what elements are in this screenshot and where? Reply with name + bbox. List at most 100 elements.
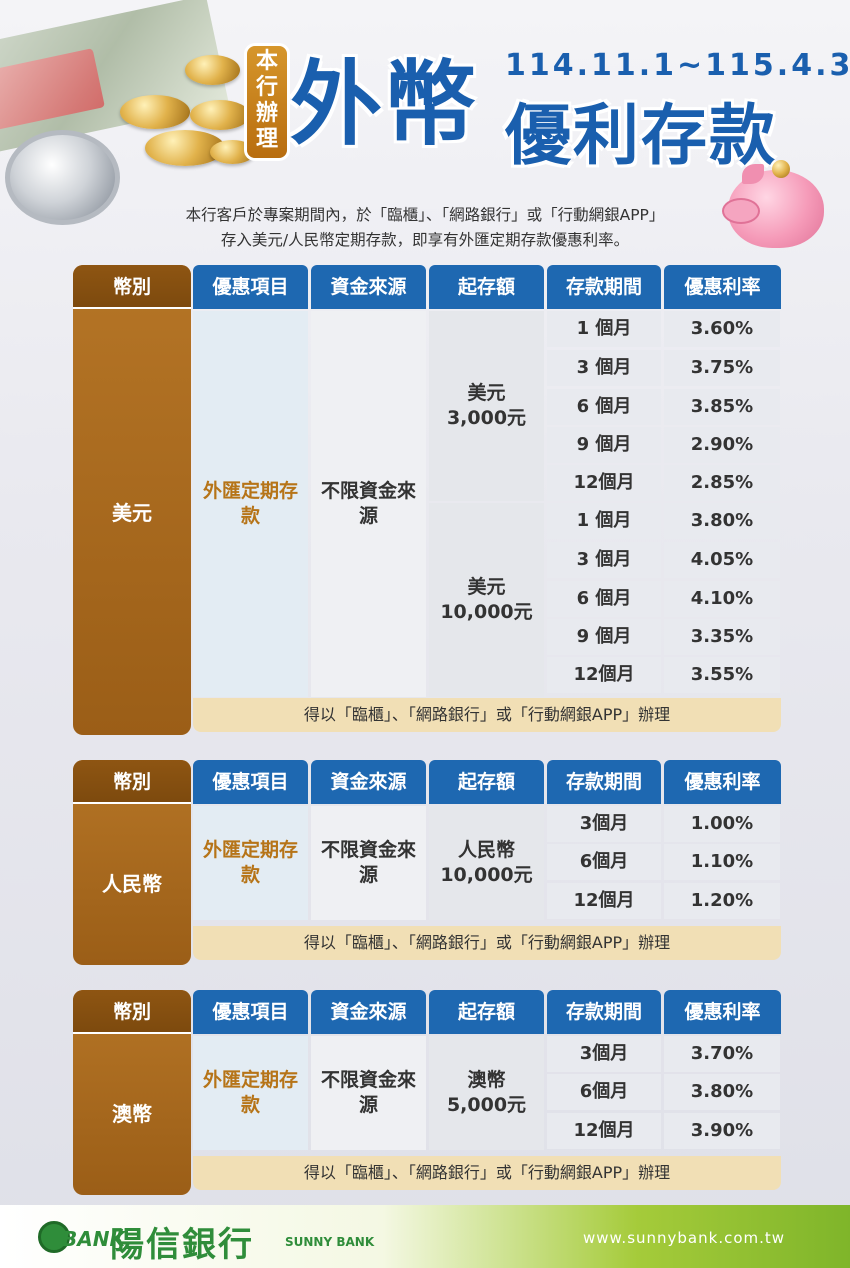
table-row: 1 個月 3.80% [547,503,780,539]
term-cell: 9 個月 [547,619,661,655]
table-row: 9 個月 3.35% [547,619,780,655]
title-sub: 優利存款 [505,97,777,174]
min-amount-value: 10,000元 [440,601,533,623]
table-row: 6個月 1.10% [547,844,780,880]
rate-cell: 3.80% [664,503,780,539]
rate-cell: 1.10% [664,844,780,880]
header-term: 存款期間 [547,990,661,1034]
intro-line-1: 本行客戶於專案期間內，於「臨櫃」、「網路銀行」或「行動網銀APP」 [185,206,665,224]
table-row: 12個月 2.85% [547,465,780,501]
rate-cell: 2.85% [664,465,780,501]
header-rate: 優惠利率 [664,265,781,309]
term-cell: 12個月 [547,657,661,693]
source-cell: 不限資金來源 [311,806,426,920]
table-row: 3個月 3.70% [547,1036,780,1072]
currency-header: 幣別 [73,990,191,1034]
piggy-bank-icon [718,160,830,256]
header-term: 存款期間 [547,760,661,804]
table-row: 12個月 3.55% [547,657,780,693]
header-min-amount: 起存額 [429,990,544,1034]
badge-text: 本行辦理 [255,49,278,152]
min-amount-label: 澳幣 [467,1069,506,1091]
bank-name-en: SUNNY BANK [285,1235,375,1249]
product-cell: 外匯定期存款 [193,311,308,697]
product-text: 外匯定期存款 [202,839,298,886]
rate-cell: 3.90% [664,1113,780,1149]
rate-cell: 3.60% [664,311,780,347]
coin-icon [185,55,240,85]
table-row: 12個月 3.90% [547,1113,780,1149]
website-link[interactable]: www.sunnybank.com.tw [583,1229,786,1247]
coin-icon [190,100,250,130]
table-row: 3個月 1.00% [547,806,780,842]
min-amount-label: 人民幣 [457,839,515,861]
rate-cell: 3.35% [664,619,780,655]
min-amount-label: 美元 [467,576,506,598]
title-main: 外幣 [290,51,479,158]
header-product: 優惠項目 [193,760,308,804]
currency-name: 澳幣 [112,1102,152,1126]
product-text: 外匯定期存款 [202,480,298,527]
source-text: 不限資金來源 [320,480,416,527]
term-cell: 3 個月 [547,350,661,386]
header-source: 資金來源 [311,760,426,804]
min-amount-cell: 美元 3,000元 [429,311,544,501]
min-amount-value: 5,000元 [446,1094,527,1116]
table-row: 3 個月 4.05% [547,542,780,578]
rate-cell: 4.10% [664,581,780,617]
rate-cell: 3.70% [664,1036,780,1072]
header-min-amount: 起存額 [429,760,544,804]
promotion-date-range: 114.11.1~115.4.30 [505,48,850,83]
min-amount-value: 10,000元 [440,864,533,886]
rate-cell: 1.00% [664,806,780,842]
source-text: 不限資金來源 [320,839,416,886]
term-cell: 1 個月 [547,311,661,347]
rate-cell: 3.85% [664,389,780,425]
min-amount-cell: 人民幣 10,000元 [429,806,544,920]
intro-line-2: 存入美元/人民幣定期存款，即享有外匯定期存款優惠利率。 [220,231,630,249]
badge-in-house: 本行辦理 [247,46,287,158]
source-cell: 不限資金來源 [311,1036,426,1150]
term-cell: 12個月 [547,465,661,501]
source-text: 不限資金來源 [320,1069,416,1116]
table-row: 9 個月 2.90% [547,427,780,463]
min-amount-cell: 美元 10,000元 [429,503,544,697]
term-cell: 6 個月 [547,581,661,617]
header-source: 資金來源 [311,265,426,309]
cny-rate-table: 幣別 人民幣 優惠項目 資金來源 起存額 存款期間 優惠利率 外匯定期存款 不限… [73,760,781,965]
rate-cell: 2.90% [664,427,780,463]
term-cell: 6 個月 [547,389,661,425]
product-cell: 外匯定期存款 [193,806,308,920]
term-cell: 12個月 [547,1113,661,1149]
rate-cell: 3.75% [664,350,780,386]
rate-cell: 3.55% [664,657,780,693]
product-text: 外匯定期存款 [202,1069,298,1116]
min-amount-value: 3,000元 [446,407,527,429]
coin-icon [120,95,190,129]
table-row: 1 個月 3.60% [547,311,780,347]
channel-note: 得以「臨櫃」、「網路銀行」或「行動網銀APP」辦理 [193,1156,781,1190]
header-rate: 優惠利率 [664,760,781,804]
globe-icon [5,130,120,225]
source-cell: 不限資金來源 [311,311,426,697]
term-cell: 12個月 [547,883,661,919]
footer-bar: BANK 陽信銀行 SUNNY BANK www.sunnybank.com.t… [0,1205,850,1268]
term-cell: 9 個月 [547,427,661,463]
min-amount-label: 美元 [467,382,506,404]
header-product: 優惠項目 [193,990,308,1034]
hero-banner: 本行辦理 外幣 114.11.1~115.4.30 優利存款 本行客戶於專案期間… [0,0,850,260]
currency-name: 美元 [112,501,152,525]
header-product: 優惠項目 [193,265,308,309]
term-cell: 3個月 [547,1036,661,1072]
term-cell: 3 個月 [547,542,661,578]
min-amount-cell: 澳幣 5,000元 [429,1036,544,1150]
aud-rate-table: 幣別 澳幣 優惠項目 資金來源 起存額 存款期間 優惠利率 外匯定期存款 不限資… [73,990,781,1195]
channel-note: 得以「臨櫃」、「網路銀行」或「行動網銀APP」辦理 [193,698,781,732]
currency-column: 幣別 澳幣 [73,990,191,1195]
rate-cell: 4.05% [664,542,780,578]
currency-column: 幣別 美元 [73,265,191,735]
header-rate: 優惠利率 [664,990,781,1034]
currency-header: 幣別 [73,265,191,309]
table-row: 12個月 1.20% [547,883,780,919]
currency-column: 幣別 人民幣 [73,760,191,965]
